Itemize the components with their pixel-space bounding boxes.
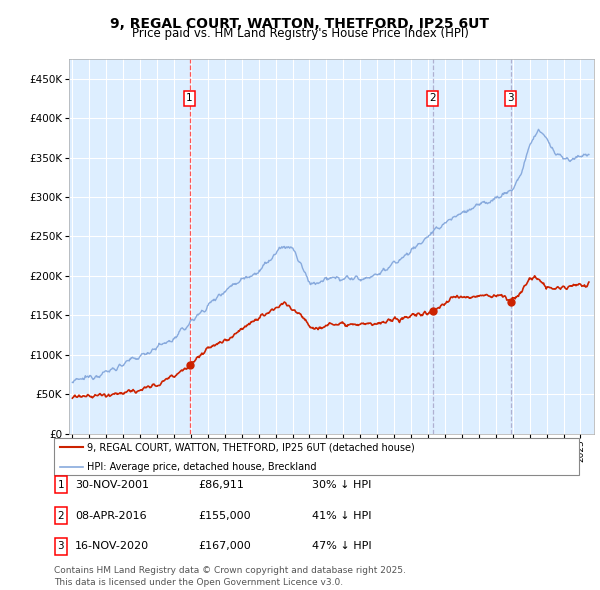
Text: 30% ↓ HPI: 30% ↓ HPI (312, 480, 371, 490)
Text: 9, REGAL COURT, WATTON, THETFORD, IP25 6UT: 9, REGAL COURT, WATTON, THETFORD, IP25 6… (110, 17, 490, 31)
Text: Price paid vs. HM Land Registry's House Price Index (HPI): Price paid vs. HM Land Registry's House … (131, 27, 469, 40)
Text: £155,000: £155,000 (198, 511, 251, 520)
Text: Contains HM Land Registry data © Crown copyright and database right 2025.
This d: Contains HM Land Registry data © Crown c… (54, 566, 406, 587)
Text: £167,000: £167,000 (198, 542, 251, 551)
Text: 1: 1 (58, 480, 64, 490)
Text: £86,911: £86,911 (198, 480, 244, 490)
Text: 47% ↓ HPI: 47% ↓ HPI (312, 542, 371, 551)
Text: 9, REGAL COURT, WATTON, THETFORD, IP25 6UT (detached house): 9, REGAL COURT, WATTON, THETFORD, IP25 6… (86, 442, 415, 452)
Text: HPI: Average price, detached house, Breckland: HPI: Average price, detached house, Brec… (86, 462, 316, 472)
Text: 2: 2 (429, 93, 436, 103)
Text: 2: 2 (58, 511, 64, 520)
Text: 08-APR-2016: 08-APR-2016 (75, 511, 146, 520)
Text: 1: 1 (186, 93, 193, 103)
Text: 16-NOV-2020: 16-NOV-2020 (75, 542, 149, 551)
Text: 30-NOV-2001: 30-NOV-2001 (75, 480, 149, 490)
Text: 3: 3 (58, 542, 64, 551)
Text: 41% ↓ HPI: 41% ↓ HPI (312, 511, 371, 520)
Text: 3: 3 (508, 93, 514, 103)
